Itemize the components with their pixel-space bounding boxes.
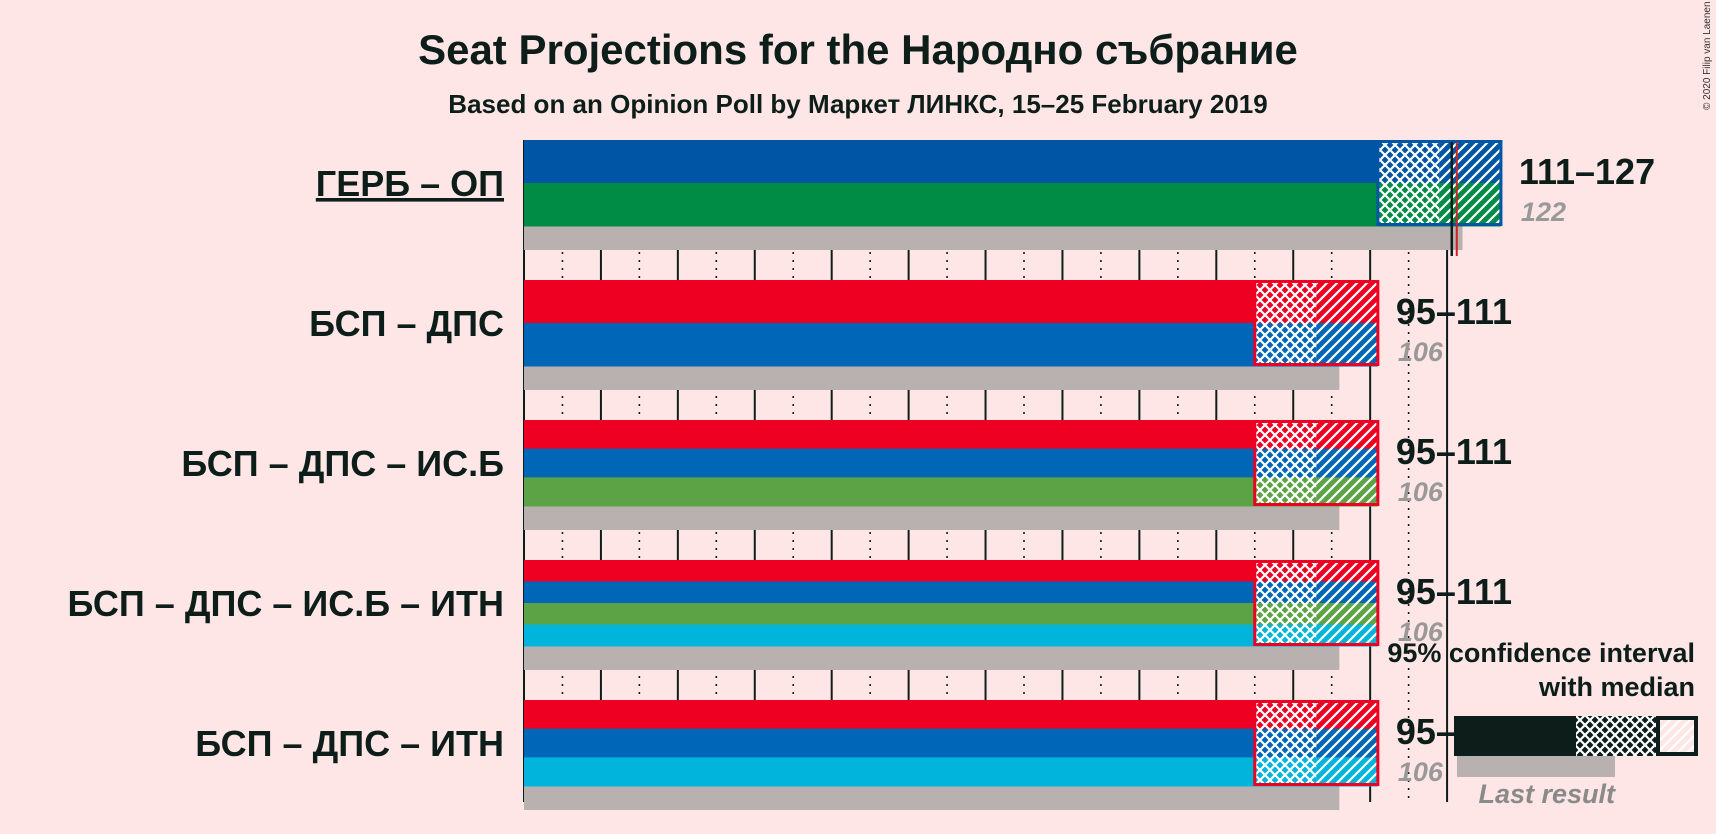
row-1: ГЕРБ – ОП 111–127 122 (316, 140, 1655, 250)
ci95-hatch (1316, 420, 1378, 506)
row-4: БСП – ДПС – ИС.Б – ИТН 95–111 106 (68, 560, 1512, 670)
bar-stripe-2 (524, 728, 1255, 758)
party-label: БСП – ДПС – ИТН (195, 723, 504, 764)
bar-stripe-1 (524, 560, 1255, 582)
median-label: 106 (1398, 757, 1444, 787)
legend: 95% confidence interval with median Last… (1387, 638, 1698, 809)
bar-stripe-3 (524, 477, 1255, 507)
bar-stripe-2 (524, 581, 1255, 604)
row-2: БСП – ДПС 95–111 106 (309, 280, 1512, 390)
legend-title-line-1: 95% confidence interval (1387, 638, 1695, 668)
ci80-crosshatch (1254, 280, 1317, 366)
median-label: 106 (1398, 477, 1444, 507)
last-result-bar (524, 222, 1463, 250)
range-label: 95–111 (1396, 431, 1512, 472)
ci95-hatch (1316, 280, 1378, 366)
row-3: БСП – ДПС – ИС.Б 95–111 106 (181, 420, 1512, 530)
bar-stripe-4 (524, 624, 1255, 647)
party-label: БСП – ДПС – ИС.Б (181, 443, 504, 484)
bar-stripe-1 (524, 140, 1378, 184)
legend-title-line-2: with median (1538, 672, 1695, 702)
ci80-crosshatch (1254, 420, 1317, 506)
bar-stripe-3 (524, 757, 1255, 787)
bar-stripe-2 (524, 183, 1378, 227)
ci80-crosshatch (1254, 560, 1317, 646)
chart-subtitle: Based on an Opinion Poll by Маркет ЛИНКС… (448, 89, 1267, 119)
party-label: БСП – ДПС (309, 303, 504, 344)
bar-stripe-2 (524, 323, 1255, 367)
median-label: 122 (1521, 197, 1566, 227)
ci-outline (1376, 140, 1503, 226)
bar-stripe-1 (524, 420, 1255, 450)
ci95-hatch (1316, 700, 1378, 786)
ci-outline (1253, 700, 1380, 786)
ci-outline (1253, 280, 1380, 366)
median-label: 106 (1398, 337, 1444, 367)
ci-outline (1253, 420, 1380, 506)
last-result-bar (524, 362, 1340, 390)
ci80-crosshatch (1254, 700, 1317, 786)
last-result-bar (524, 502, 1340, 530)
chart-title: Seat Projections for the Народно събрани… (418, 26, 1298, 73)
ci-outline (1253, 560, 1380, 646)
legend-last-result-label: Last result (1478, 779, 1616, 809)
bar-stripe-2 (524, 448, 1255, 478)
copyright-notice: © 2020 Filip van Laenen (1702, 1, 1713, 110)
bar-stripe-1 (524, 280, 1255, 324)
party-label: БСП – ДПС – ИС.Б – ИТН (68, 583, 504, 624)
ci95-hatch (1316, 560, 1378, 646)
ci95-hatch (1439, 140, 1501, 226)
last-result-bar (524, 642, 1340, 670)
median-label: 106 (1398, 617, 1444, 647)
range-label: 95–111 (1396, 571, 1512, 612)
range-label: 95–111 (1396, 291, 1512, 332)
range-label: 111–127 (1519, 151, 1655, 192)
legend-hatch-bar (1656, 716, 1698, 756)
legend-solid-bar (1454, 716, 1576, 756)
bar-stripe-1 (524, 700, 1255, 730)
party-label: ГЕРБ – ОП (316, 163, 504, 204)
bar-stripe-3 (524, 603, 1255, 625)
legend-crosshatch-pattern (1576, 716, 1658, 756)
ci80-crosshatch (1377, 140, 1440, 226)
last-result-bar (524, 782, 1340, 810)
